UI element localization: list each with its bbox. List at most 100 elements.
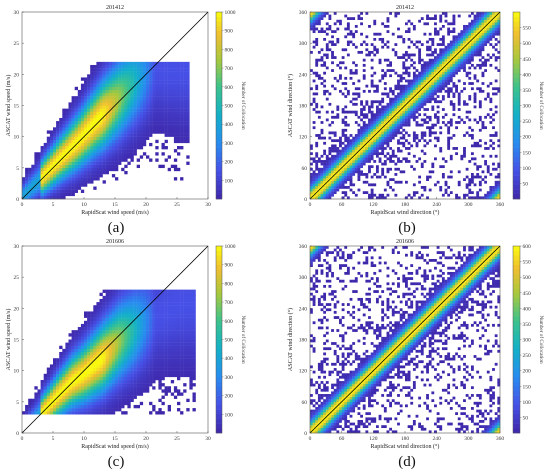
heatmap-cell bbox=[155, 152, 159, 156]
heatmap-cell bbox=[310, 162, 313, 166]
heatmap-cell bbox=[177, 99, 181, 103]
heatmap-cell bbox=[49, 142, 54, 147]
heatmap-cell bbox=[77, 170, 82, 175]
heatmap-cell bbox=[370, 121, 374, 124]
heatmap-cell bbox=[428, 32, 432, 36]
heatmap-cell bbox=[40, 401, 44, 406]
heatmap-cell bbox=[43, 186, 47, 190]
heatmap-cell bbox=[370, 113, 374, 117]
heatmap-cell bbox=[410, 40, 414, 44]
heatmap-cell bbox=[149, 130, 153, 134]
heatmap-cell bbox=[136, 93, 140, 97]
heatmap-cell bbox=[315, 102, 319, 106]
heatmap-cell bbox=[497, 19, 501, 23]
heatmap-cell bbox=[65, 411, 69, 415]
heatmap-cell bbox=[428, 128, 432, 132]
heatmap-cell bbox=[68, 164, 72, 169]
heatmap-cell bbox=[158, 102, 162, 106]
heatmap-cell bbox=[423, 113, 427, 117]
heatmap-cell bbox=[136, 339, 140, 343]
heatmap-cell bbox=[470, 50, 474, 54]
heatmap-cell bbox=[124, 389, 128, 393]
heatmap-cell bbox=[105, 367, 109, 371]
heatmap-cell bbox=[317, 30, 321, 33]
x-tick-label: 20 bbox=[143, 202, 149, 208]
heatmap-cell bbox=[394, 102, 398, 106]
heatmap-cell bbox=[449, 61, 453, 65]
heatmap-cell bbox=[62, 111, 66, 116]
heatmap-cell bbox=[360, 131, 363, 135]
heatmap-cell bbox=[373, 53, 377, 57]
heatmap-cell bbox=[74, 117, 78, 122]
heatmap-cell bbox=[317, 58, 321, 62]
heatmap-cell bbox=[90, 170, 94, 175]
heatmap-cell bbox=[108, 355, 113, 359]
heatmap-cell bbox=[481, 40, 485, 44]
heatmap-cell bbox=[180, 68, 184, 72]
heatmap-cell bbox=[439, 82, 443, 85]
heatmap-cell bbox=[449, 30, 453, 33]
heatmap-cell bbox=[133, 108, 137, 112]
heatmap-cell bbox=[53, 395, 57, 399]
heatmap-cell bbox=[115, 74, 119, 78]
heatmap-cell bbox=[177, 108, 181, 112]
heatmap-cell bbox=[93, 146, 97, 150]
heatmap-cell bbox=[68, 361, 72, 365]
heatmap-cell bbox=[34, 170, 38, 175]
heatmap-cell bbox=[476, 53, 480, 57]
heatmap-cell bbox=[428, 100, 432, 104]
heatmap-cell bbox=[460, 61, 464, 65]
heatmap-cell bbox=[111, 314, 116, 318]
heatmap-cell bbox=[93, 411, 97, 415]
heatmap-cell bbox=[118, 139, 122, 144]
heatmap-cell bbox=[146, 389, 150, 393]
heatmap-cell bbox=[344, 170, 348, 174]
heatmap-cell bbox=[468, 126, 472, 130]
heatmap-cell bbox=[46, 408, 51, 412]
heatmap-cell bbox=[25, 408, 29, 412]
heatmap-cell bbox=[426, 22, 429, 26]
heatmap-cell bbox=[177, 93, 181, 97]
heatmap-cell bbox=[452, 58, 456, 62]
heatmap-cell bbox=[164, 96, 168, 100]
heatmap-cell bbox=[170, 93, 175, 97]
heatmap-cell bbox=[77, 404, 82, 409]
heatmap-cell bbox=[118, 83, 122, 87]
heatmap-cell bbox=[121, 320, 125, 325]
heatmap-cell bbox=[118, 336, 122, 340]
heatmap-cell bbox=[74, 333, 78, 337]
heatmap-cell bbox=[394, 115, 398, 119]
heatmap-cell bbox=[80, 114, 85, 119]
heatmap-cell bbox=[90, 358, 94, 362]
heatmap-cell bbox=[370, 50, 374, 54]
heatmap-cell bbox=[405, 160, 408, 163]
heatmap-cell bbox=[183, 139, 187, 144]
heatmap-cell bbox=[167, 96, 171, 100]
heatmap-cell bbox=[328, 175, 332, 179]
heatmap-cell bbox=[161, 99, 165, 103]
heatmap-cell bbox=[336, 160, 340, 163]
heatmap-cell bbox=[87, 398, 91, 403]
heatmap-cell bbox=[391, 178, 395, 182]
heatmap-cell bbox=[84, 333, 88, 337]
heatmap-cell bbox=[470, 63, 474, 67]
heatmap-cell bbox=[468, 66, 472, 70]
heatmap-cell bbox=[473, 95, 477, 98]
heatmap-cell bbox=[494, 79, 498, 83]
heatmap-cell bbox=[391, 113, 395, 117]
heatmap-cell bbox=[484, 17, 488, 20]
heatmap-cell bbox=[115, 149, 119, 153]
heatmap-cell bbox=[93, 105, 97, 109]
heatmap-cell bbox=[87, 180, 91, 184]
heatmap-cell bbox=[357, 123, 361, 127]
heatmap-cell bbox=[481, 74, 485, 78]
heatmap-cell bbox=[136, 127, 140, 131]
heatmap-cell bbox=[105, 323, 109, 328]
heatmap-cell bbox=[457, 53, 461, 57]
heatmap-cell bbox=[323, 12, 327, 15]
heatmap-cell bbox=[115, 327, 119, 331]
heatmap-cell bbox=[161, 61, 165, 66]
heatmap-cell bbox=[164, 111, 168, 116]
heatmap-cell bbox=[323, 191, 327, 195]
heatmap-cell bbox=[173, 149, 178, 153]
